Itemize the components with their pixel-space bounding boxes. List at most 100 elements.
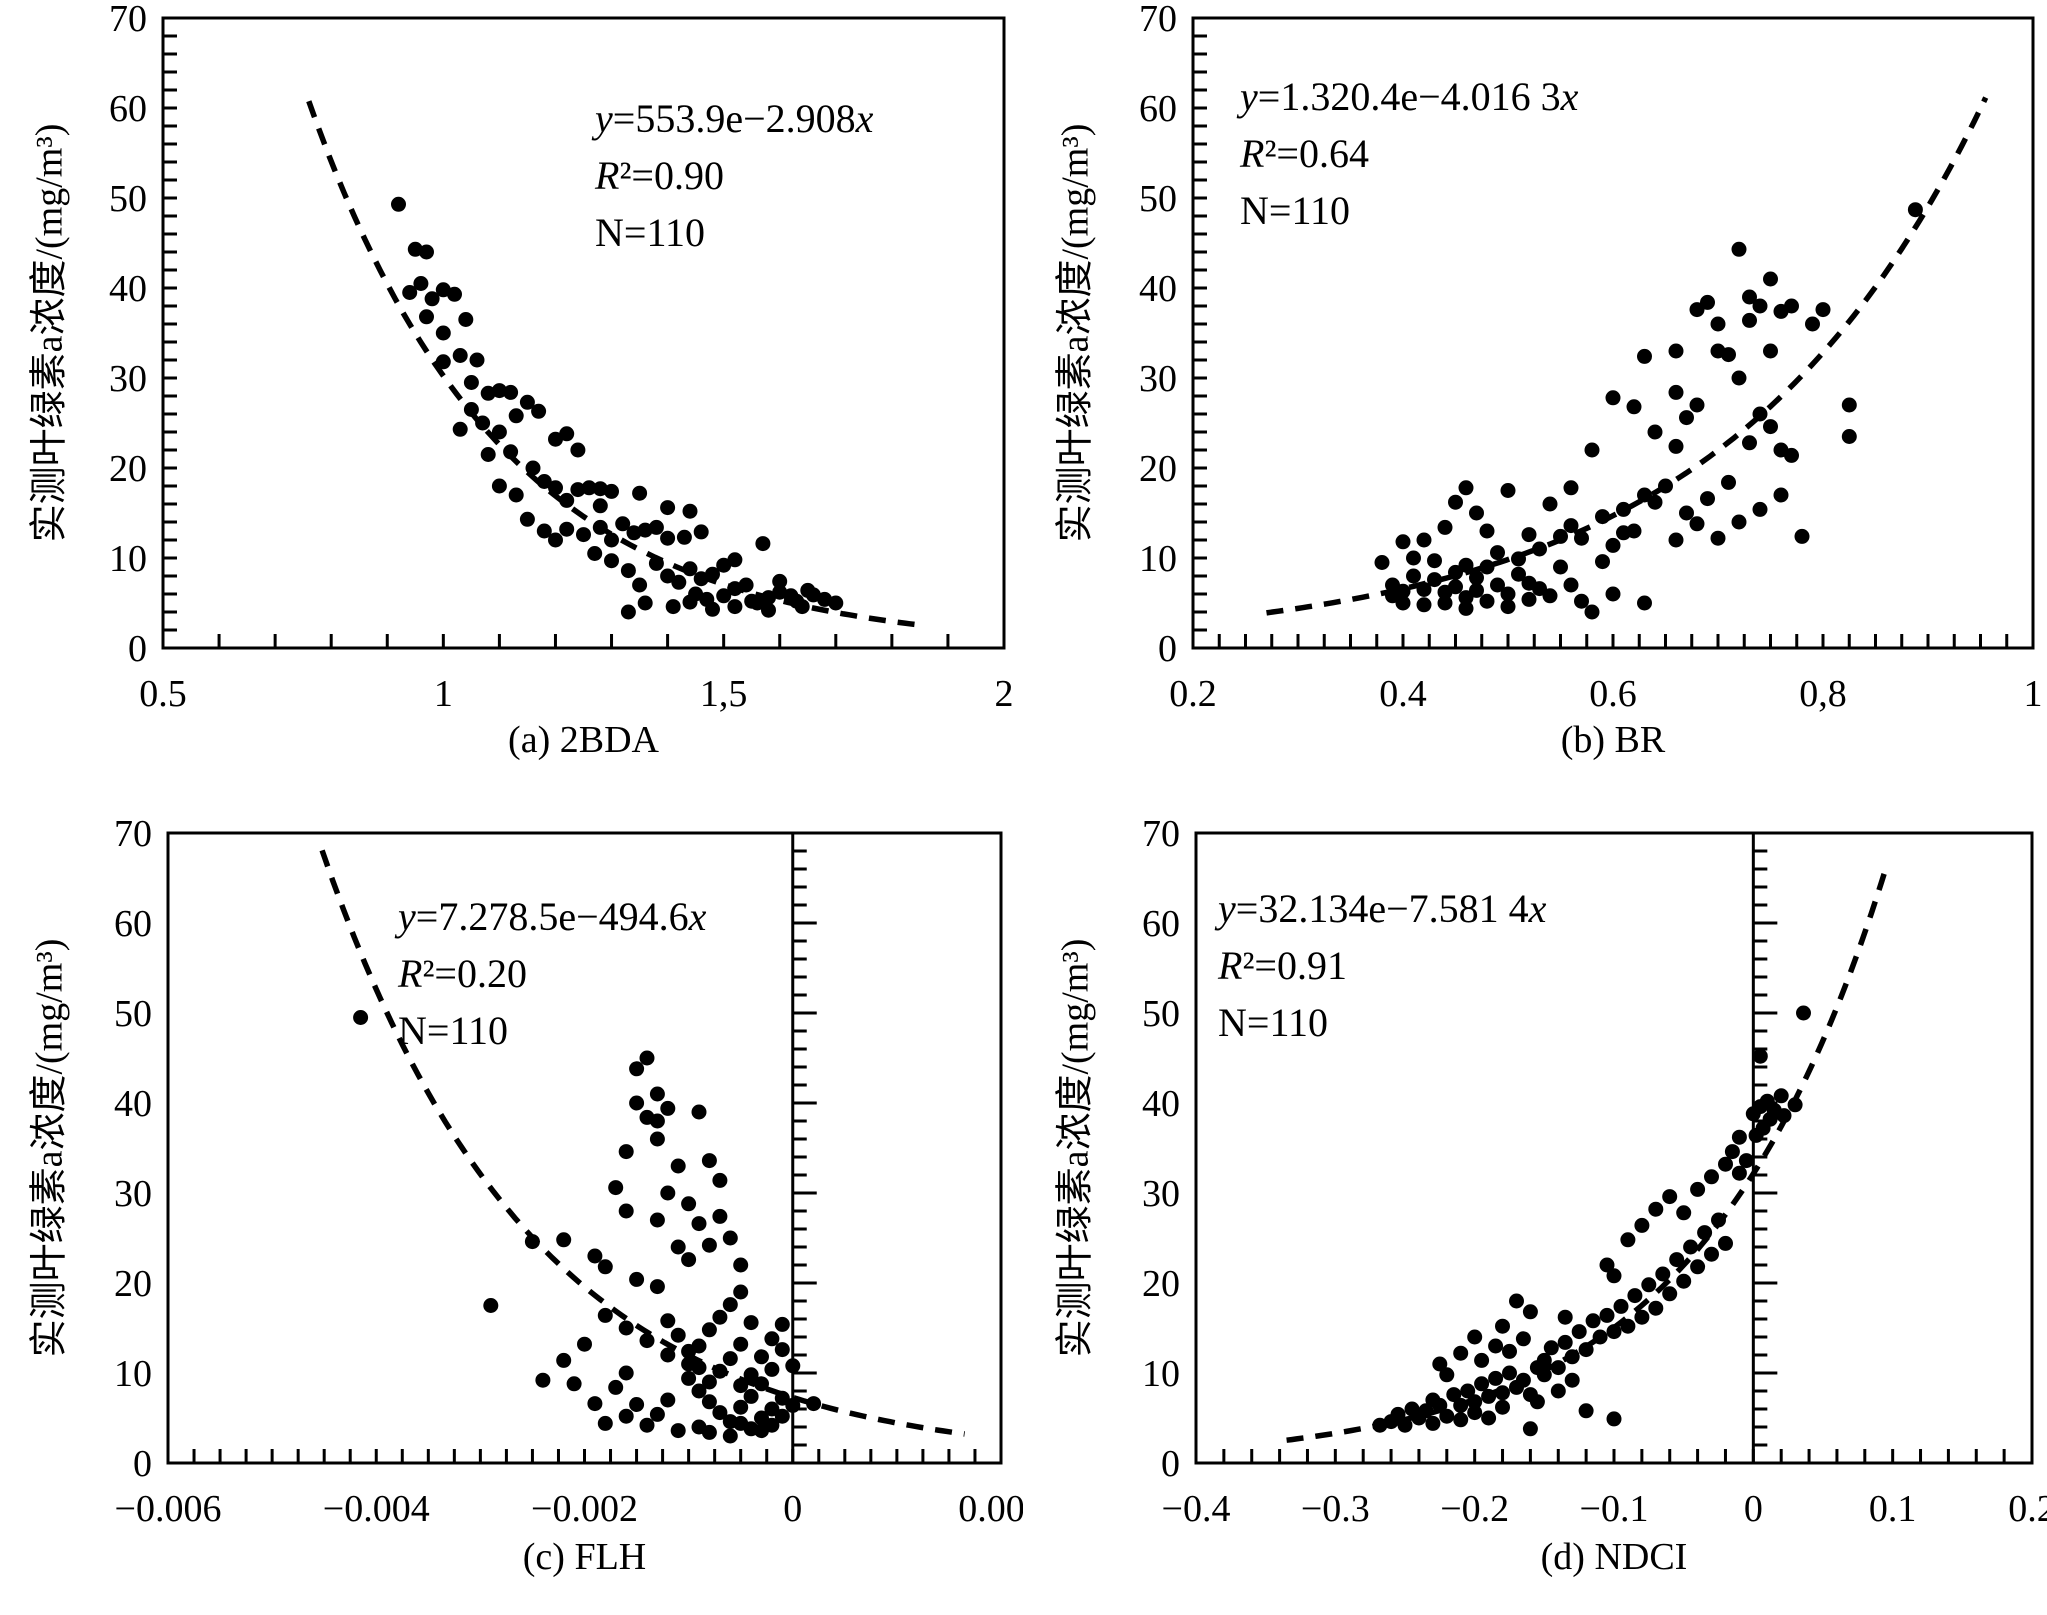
data-point xyxy=(716,557,732,573)
data-point xyxy=(548,431,563,447)
data-point xyxy=(701,1153,717,1169)
data-point xyxy=(1563,577,1579,593)
data-point xyxy=(681,1343,697,1359)
data-point xyxy=(637,595,653,611)
panel-caption: (d) NDCI xyxy=(1540,1536,1688,1578)
data-point xyxy=(570,482,586,498)
data-point xyxy=(618,1320,634,1336)
data-point xyxy=(1584,604,1600,620)
data-point xyxy=(1731,514,1747,530)
data-point xyxy=(503,444,519,460)
y-tick-label: 0 xyxy=(133,1443,152,1485)
data-point xyxy=(626,525,642,541)
data-point xyxy=(1542,588,1558,604)
data-point xyxy=(570,442,586,458)
data-point xyxy=(566,1376,582,1392)
data-point xyxy=(1634,1217,1650,1233)
data-point xyxy=(1474,1352,1490,1368)
annotation-line: R²=0.20 xyxy=(398,951,527,996)
data-point xyxy=(463,402,479,417)
y-tick-label: 20 xyxy=(109,448,147,490)
data-point xyxy=(536,523,552,539)
data-point xyxy=(1637,348,1652,364)
data-point xyxy=(772,573,788,589)
data-point xyxy=(1406,568,1421,584)
data-point xyxy=(774,1316,790,1332)
y-tick-label: 10 xyxy=(109,538,147,580)
data-point xyxy=(559,492,575,508)
data-point xyxy=(1805,316,1820,332)
data-point xyxy=(727,552,743,568)
data-point xyxy=(649,1406,665,1422)
data-point xyxy=(618,1144,634,1160)
data-point xyxy=(1907,202,1923,218)
data-point xyxy=(1585,1313,1601,1329)
data-point xyxy=(1458,557,1474,573)
data-point xyxy=(722,1230,738,1246)
data-point xyxy=(508,487,524,503)
x-tick-label: 0 xyxy=(783,1488,802,1530)
data-point xyxy=(419,309,434,325)
data-point xyxy=(592,498,608,514)
data-point xyxy=(1542,496,1558,512)
x-tick-label: 0.002 xyxy=(958,1488,1023,1530)
data-point xyxy=(1550,1383,1566,1399)
data-point xyxy=(1416,532,1432,548)
data-point xyxy=(1453,1345,1469,1361)
data-point xyxy=(660,500,676,516)
y-tick-label: 40 xyxy=(114,1083,152,1125)
data-point xyxy=(1605,390,1621,406)
data-point xyxy=(1648,1201,1664,1217)
data-point xyxy=(1662,1286,1678,1302)
data-point xyxy=(681,1196,697,1212)
x-tick-label: 1 xyxy=(434,673,453,715)
data-point xyxy=(660,1347,676,1363)
data-point xyxy=(1752,501,1768,517)
data-point xyxy=(480,447,496,462)
y-tick-label: 60 xyxy=(114,903,152,945)
data-point xyxy=(648,519,664,535)
y-tick-label: 20 xyxy=(1139,448,1177,490)
data-point xyxy=(452,348,468,363)
data-point xyxy=(1742,435,1757,451)
data-point xyxy=(1439,1408,1455,1424)
data-point xyxy=(1595,509,1610,525)
data-point xyxy=(1453,1412,1469,1428)
y-tick-label: 30 xyxy=(109,358,147,400)
data-point xyxy=(670,1423,686,1439)
panel-2bda: 0.5 1 1,5 2 0 10 20 30 40 50 60 70 实测叶绿素a浓度/(mg/m³)… xyxy=(0,0,1023,800)
data-point xyxy=(618,1408,634,1424)
data-point xyxy=(592,519,608,535)
data-point xyxy=(1574,593,1589,609)
data-point xyxy=(1738,1153,1754,1169)
data-point xyxy=(608,1379,624,1395)
data-point xyxy=(615,516,631,532)
data-point xyxy=(531,403,547,419)
data-point xyxy=(556,1232,572,1248)
data-point xyxy=(1606,1324,1622,1340)
plot-area-ndci: −0.4 −0.3 −0.2 −0.1 0 0.1 0.2 0 10 20 30 40 50 60 70 xyxy=(1142,813,2047,1530)
data-point xyxy=(424,291,440,307)
data-point xyxy=(705,566,720,582)
data-point xyxy=(559,521,575,537)
y-tick-label: 20 xyxy=(1142,1263,1180,1305)
data-point xyxy=(1776,1108,1792,1124)
y-tick-label: 30 xyxy=(114,1173,152,1215)
data-point xyxy=(649,1131,665,1147)
data-point xyxy=(391,196,406,212)
data-point xyxy=(519,511,535,527)
annotation-line: y=553.9e−2.908x xyxy=(595,96,874,141)
data-point xyxy=(1529,1394,1545,1410)
data-point xyxy=(1599,1257,1615,1273)
data-point xyxy=(1406,550,1421,566)
annotation-line: R²=0.90 xyxy=(595,153,724,198)
regression-annotation: y=7.278.5e−494.6x R²=0.20 N=110 xyxy=(398,888,706,1059)
data-point xyxy=(1794,528,1810,544)
data-point xyxy=(1616,501,1631,517)
data-point xyxy=(1502,1343,1517,1359)
data-point xyxy=(1710,530,1726,546)
data-point xyxy=(754,1349,769,1365)
data-point xyxy=(618,1365,634,1381)
data-point xyxy=(1592,1329,1608,1345)
